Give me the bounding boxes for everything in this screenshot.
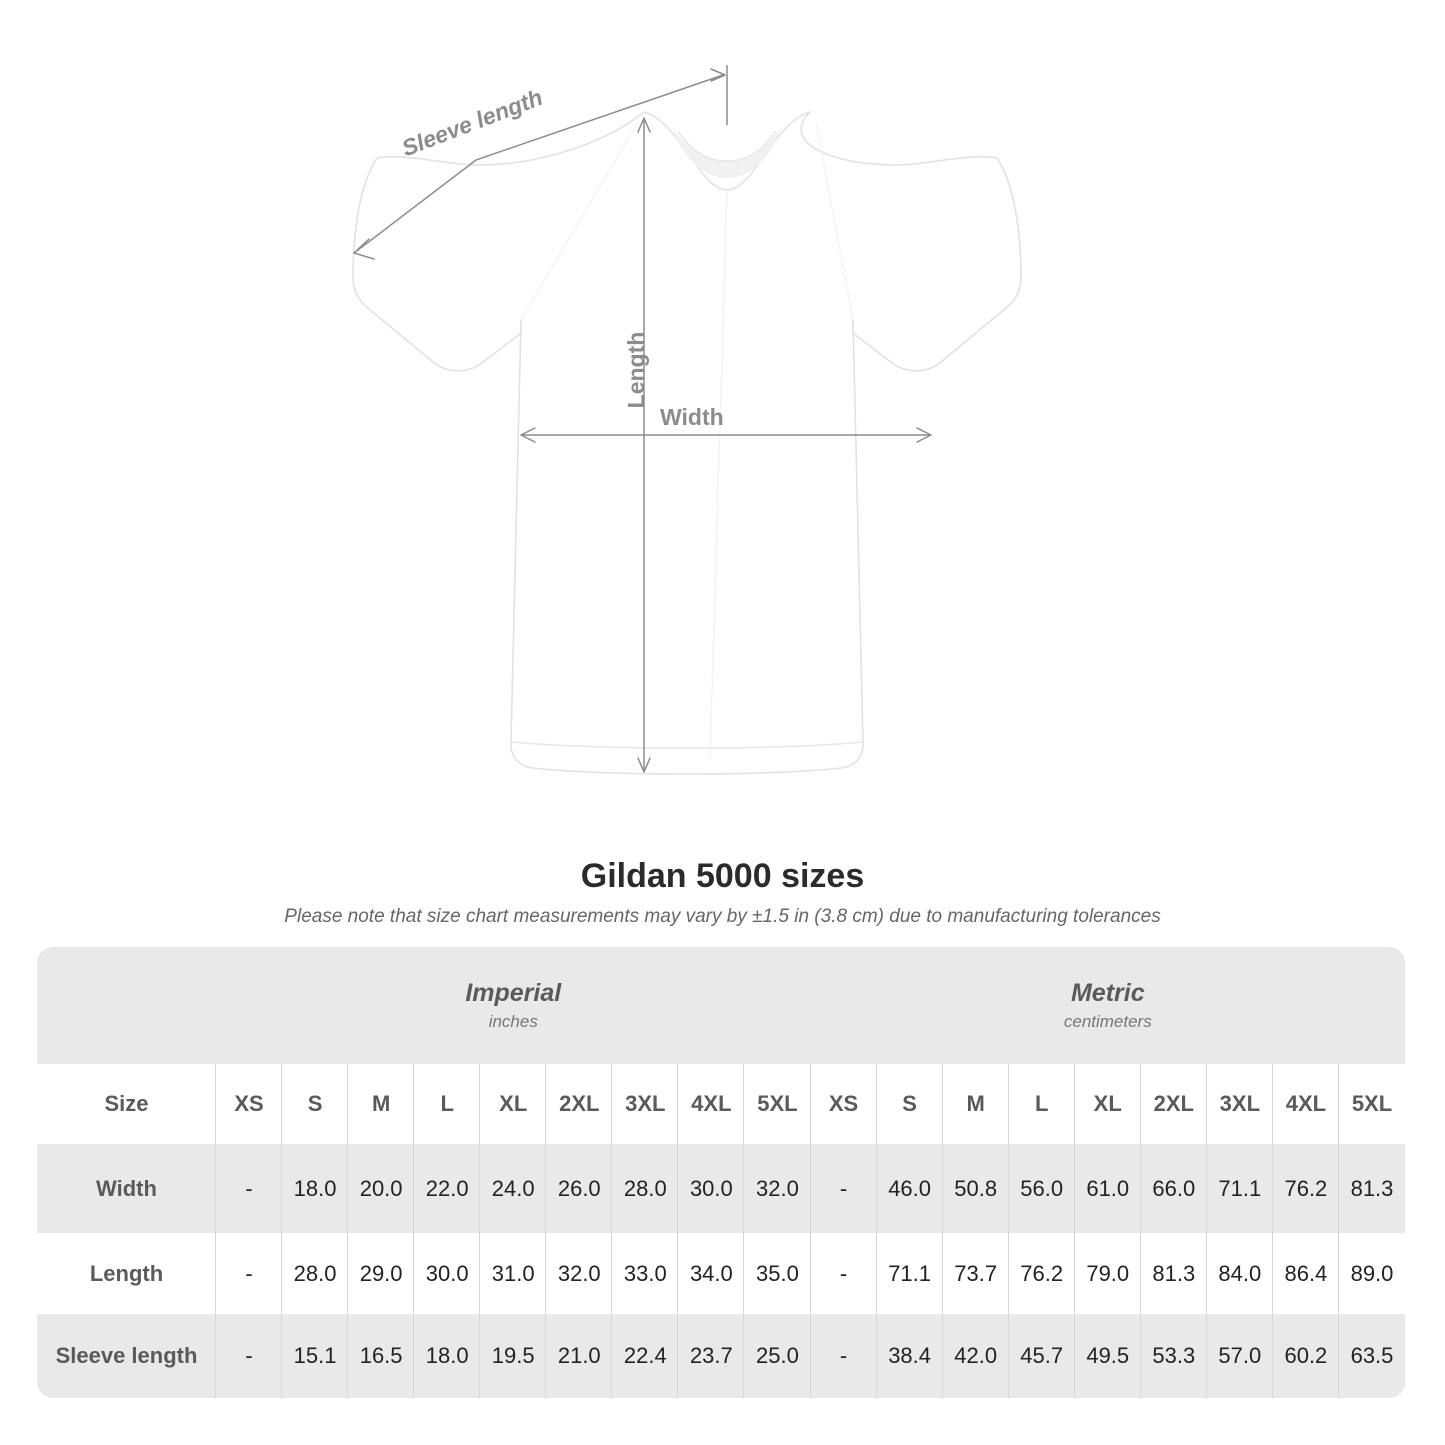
svg-text:Length: Length bbox=[623, 332, 649, 409]
svg-text:Sleeve length: Sleeve length bbox=[398, 84, 546, 161]
svg-text:Width: Width bbox=[660, 404, 724, 430]
